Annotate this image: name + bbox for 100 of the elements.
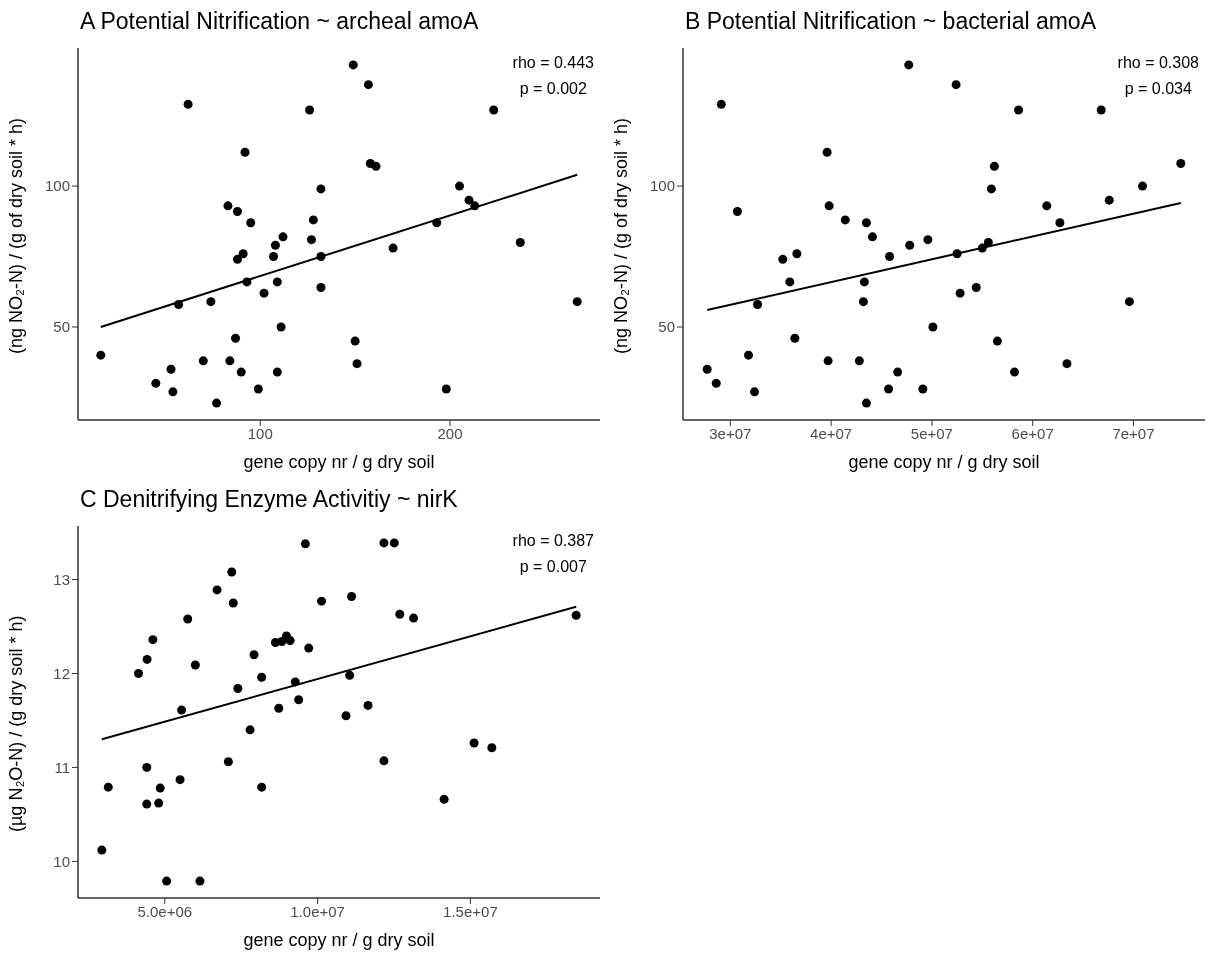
point	[257, 782, 267, 792]
point	[785, 277, 795, 287]
point	[223, 201, 233, 211]
point	[195, 876, 205, 886]
point	[469, 738, 479, 748]
x-axis-title: gene copy nr / g dry soil	[848, 452, 1040, 472]
point	[236, 367, 246, 377]
annotation: rho = 0.387	[512, 531, 594, 551]
point	[294, 695, 304, 705]
point	[316, 283, 326, 293]
point	[206, 297, 216, 307]
point	[246, 218, 256, 228]
point	[162, 876, 172, 886]
point	[175, 775, 185, 785]
annotation: rho = 0.308	[1117, 53, 1199, 73]
point	[1096, 105, 1106, 115]
x-axis-title: gene copy nr / g dry soil	[243, 452, 435, 472]
point	[363, 700, 373, 710]
point	[905, 240, 915, 250]
point	[753, 299, 763, 309]
point	[572, 297, 582, 307]
point	[363, 80, 373, 90]
point	[867, 232, 877, 242]
chart-title: A Potential Nitrification ~ archeal amoA	[79, 8, 480, 36]
point	[455, 181, 465, 191]
point	[142, 654, 152, 664]
x-tick-label: 200	[437, 424, 463, 442]
point	[276, 322, 286, 332]
point	[348, 60, 358, 70]
x-axis-title: gene copy nr / g dry soil	[243, 930, 435, 950]
point	[155, 783, 165, 793]
point	[750, 387, 760, 397]
point	[992, 336, 1002, 346]
point	[269, 252, 279, 262]
y-tick-label: 100	[44, 177, 70, 195]
point	[854, 356, 864, 366]
point	[183, 614, 193, 624]
point	[274, 703, 284, 713]
point	[409, 613, 419, 623]
point	[1014, 105, 1024, 115]
point	[379, 538, 389, 548]
point	[971, 283, 981, 293]
x-tick-label: 7e+07	[1112, 424, 1155, 442]
point	[183, 99, 193, 109]
point	[1062, 359, 1072, 369]
annotation: rho = 0.443	[512, 53, 594, 73]
point	[228, 598, 238, 608]
point	[884, 384, 894, 394]
point	[840, 215, 850, 225]
point	[352, 359, 362, 369]
y-tick-label: 50	[658, 318, 675, 336]
annotation: p = 0.034	[1123, 79, 1193, 99]
annotation: p = 0.007	[518, 557, 588, 577]
chart-title: B Potential Nitrification ~ bacterial amoA	[684, 8, 1097, 36]
point	[227, 567, 237, 577]
point	[711, 378, 721, 388]
point	[928, 322, 938, 332]
point	[952, 249, 962, 259]
y-tick-label: 10	[53, 852, 70, 870]
point	[1010, 367, 1020, 377]
y-tick-label: 50	[53, 318, 70, 336]
y-axis-title: (ng NO₂-N) / (g of dry soil * h)	[611, 117, 632, 354]
point	[432, 218, 442, 228]
point	[270, 240, 280, 250]
point	[489, 105, 499, 115]
point	[441, 384, 451, 394]
point	[515, 237, 525, 247]
point	[259, 288, 269, 298]
point	[166, 364, 176, 374]
point	[1104, 195, 1114, 205]
point	[245, 725, 255, 735]
point	[977, 243, 987, 253]
point	[317, 596, 327, 606]
y-tick-label: 11	[54, 758, 70, 776]
x-tick-label: 100	[247, 424, 273, 442]
point	[223, 757, 233, 767]
point	[240, 147, 250, 157]
point	[379, 756, 389, 766]
y-tick-label: 13	[53, 570, 70, 588]
point	[571, 610, 581, 620]
point	[439, 794, 449, 804]
point	[151, 378, 161, 388]
point	[242, 277, 252, 287]
point	[238, 249, 248, 259]
point	[389, 538, 399, 548]
point	[304, 643, 314, 653]
point	[822, 147, 832, 157]
point	[249, 650, 259, 660]
point	[142, 799, 152, 809]
point	[347, 591, 357, 601]
point	[272, 367, 282, 377]
point	[464, 195, 474, 205]
point	[225, 356, 235, 366]
point	[341, 711, 351, 721]
point	[285, 636, 295, 646]
point	[232, 206, 242, 216]
point	[316, 184, 326, 194]
point	[232, 254, 242, 264]
point	[316, 252, 326, 262]
point	[792, 249, 802, 259]
